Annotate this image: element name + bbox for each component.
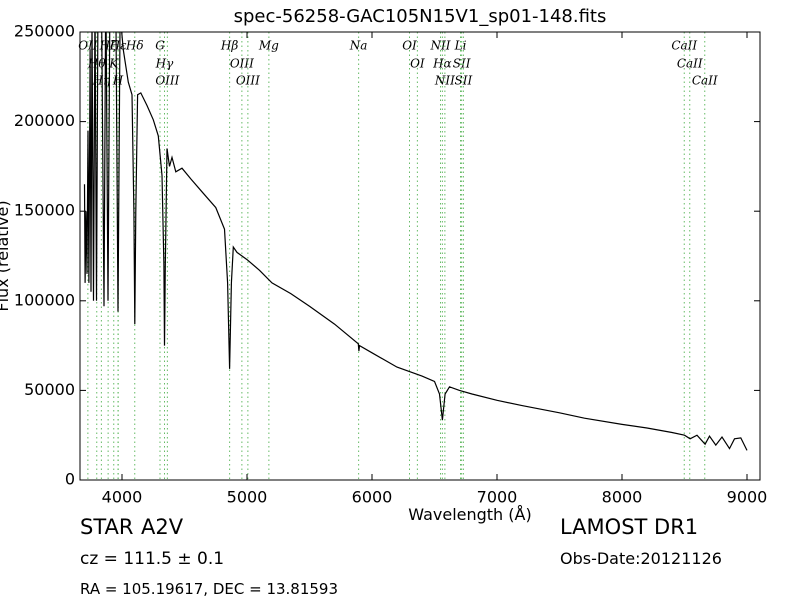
x-tick-label: 7000 — [477, 488, 518, 507]
y-tick-label: 200000 — [14, 111, 75, 130]
feature-label: Hε — [109, 39, 127, 53]
feature-label: K — [108, 57, 119, 71]
feature-label: CaII — [692, 74, 718, 88]
feature-label: OIII — [230, 57, 254, 71]
redshift: cz = 111.5 ± 0.1 — [80, 549, 224, 569]
feature-label: OII — [78, 39, 98, 53]
feature-label: NII — [430, 39, 451, 53]
x-tick-label: 6000 — [352, 488, 393, 507]
feature-label: OIII — [155, 74, 179, 88]
feature-label: CaII — [671, 39, 697, 53]
y-tick-label: 0 — [65, 470, 75, 489]
feature-label: G — [155, 39, 165, 53]
y-tick-label: 150000 — [14, 201, 75, 220]
feature-label: Hδ — [125, 39, 144, 53]
feature-label: Na — [349, 39, 368, 53]
spectrum-line — [83, 32, 748, 451]
plot-frame — [79, 31, 761, 481]
y-tick-label: 250000 — [14, 22, 75, 41]
y-tick-label: 50000 — [24, 380, 75, 399]
plot-area — [83, 32, 748, 451]
feature-label: Hγ — [155, 57, 174, 71]
spectral-class: STAR — [80, 515, 133, 539]
spectral-subclass: A2V — [141, 515, 184, 539]
feature-label: Hβ — [220, 39, 238, 53]
x-axis-label: Wavelength (Å) — [408, 505, 531, 524]
coordinates: RA = 105.19617, DEC = 13.81593 — [80, 580, 338, 598]
x-tick-label: 8000 — [602, 488, 643, 507]
feature-label: Li — [454, 39, 467, 53]
data-release: LAMOST DR1 — [560, 515, 698, 539]
feature-label: Hα — [432, 57, 452, 71]
x-tick-label: 5000 — [227, 488, 268, 507]
x-tick-label: 4000 — [102, 488, 143, 507]
feature-label: SII — [453, 57, 471, 71]
y-axis-label: Flux (relative) — [0, 200, 12, 311]
feature-label: CaII — [677, 57, 703, 71]
chart-title: spec-56258-GAC105N15V1_sp01-148.fits — [234, 6, 607, 27]
feature-label: Hζ — [99, 39, 118, 53]
feature-label: OI — [410, 57, 425, 71]
feature-label: H — [112, 74, 124, 88]
feature-label: SII — [455, 74, 473, 88]
feature-label: OI — [402, 39, 417, 53]
obs-date: Obs-Date:20121126 — [560, 549, 722, 568]
x-tick-label: 9000 — [727, 488, 768, 507]
y-tick-label: 100000 — [14, 290, 75, 309]
feature-label: OIII — [236, 74, 260, 88]
feature-label: Mg — [258, 39, 279, 53]
feature-label: NII — [434, 74, 455, 88]
